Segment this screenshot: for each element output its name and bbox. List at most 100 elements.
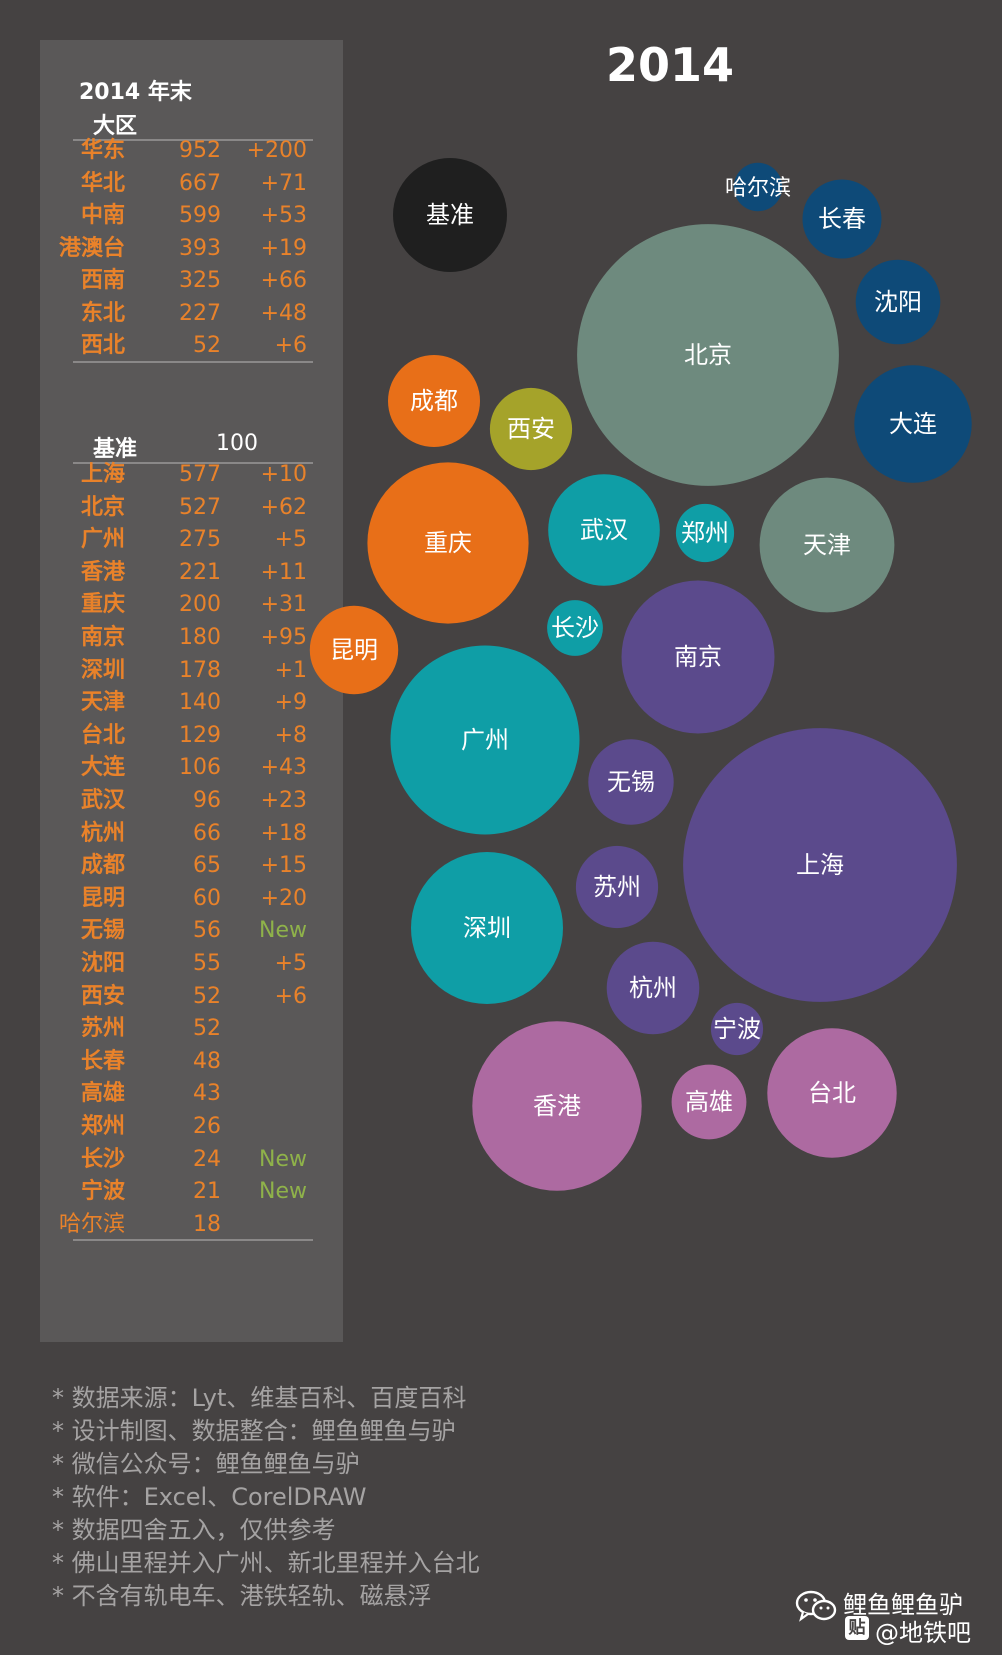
cities-change: +11 — [260, 559, 307, 585]
cities-value: 26 — [193, 1114, 221, 1139]
bubble-circle — [854, 365, 972, 483]
regions-name: 港澳台 — [58, 235, 125, 261]
cities-name: 高雄 — [80, 1081, 125, 1107]
cities-row: 天津 140 +9 — [73, 686, 313, 720]
city-table-rule — [73, 1239, 313, 1241]
cities-change: +95 — [260, 625, 307, 650]
cities-row: 北京 527 +62 — [73, 491, 313, 525]
cities-value: 200 — [179, 592, 221, 618]
bubble-circle — [671, 1064, 747, 1140]
cities-row: 南京 180 +95 — [73, 621, 313, 655]
cities-change: +15 — [260, 853, 307, 879]
cities-change: +23 — [260, 788, 307, 813]
watermark-tieba-account: @地铁吧 — [875, 1619, 971, 1647]
bubble-city: 苏州 — [575, 845, 659, 929]
bubble-city: 西安 — [489, 387, 573, 471]
cities-row: 高雄 43 — [73, 1077, 313, 1111]
bubble-circle — [393, 158, 507, 272]
bubble-label: 深圳 — [463, 914, 511, 942]
regions-row: 华北 667 +71 — [73, 167, 313, 201]
cities-name: 香港 — [80, 559, 125, 585]
bubble-circle — [489, 387, 573, 471]
bubble-city: 无锡 — [588, 739, 674, 825]
bubble-circle — [759, 477, 895, 613]
bubble-city: 广州 — [390, 645, 580, 835]
bubble-label: 沈阳 — [874, 288, 922, 316]
bubble-label: 昆明 — [330, 636, 378, 664]
bubble-city: 郑州 — [675, 503, 735, 563]
cities-value: 65 — [193, 853, 221, 879]
regions-value: 52 — [193, 333, 221, 358]
regions-name: 华北 — [80, 170, 125, 196]
regions-value: 325 — [179, 268, 221, 293]
cities-row: 成都 65 +15 — [73, 849, 313, 883]
bubble-city: 沈阳 — [855, 259, 941, 345]
cities-row: 长沙 24 New — [73, 1143, 313, 1177]
cities-value: 43 — [193, 1081, 221, 1107]
bubble-label: 上海 — [796, 851, 844, 879]
regions-change: +53 — [260, 203, 307, 228]
cities-name: 无锡 — [80, 918, 125, 944]
bubble-circle — [621, 580, 775, 734]
region-table-rule — [73, 361, 313, 363]
bubble-label: 杭州 — [629, 974, 677, 1002]
baseline-header: 基准 100 — [73, 429, 313, 464]
cities-row: 大连 106 +43 — [73, 751, 313, 785]
cities-change: +9 — [274, 690, 307, 716]
cities-row: 长春 48 — [73, 1045, 313, 1079]
note-design: * 设计制图、数据整合：鲤鱼鲤鱼与驴 — [52, 1417, 456, 1445]
cities-value: 48 — [193, 1048, 221, 1074]
cities-name: 上海 — [80, 462, 125, 487]
cities-value: 66 — [193, 820, 221, 846]
bubble-label: 重庆 — [424, 529, 472, 557]
bubble-label: 香港 — [533, 1092, 581, 1120]
cities-row: 香港 221 +11 — [73, 556, 313, 590]
cities-change: +8 — [274, 722, 307, 748]
cities-row: 哈尔滨 18 — [59, 1208, 313, 1242]
cities-value: 18 — [193, 1211, 221, 1237]
chart-title: 2014 — [605, 38, 735, 92]
notes: * 数据来源：Lyt、维基百科、百度百科 * 设计制图、数据整合：鲤鱼鲤鱼与驴 … — [52, 1382, 480, 1613]
cities-name: 大连 — [80, 755, 125, 781]
panel-title: 2014 年末 — [79, 80, 192, 105]
cities-row: 重庆 200 +31 — [73, 588, 313, 622]
note-rounding: * 数据四舍五入，仅供参考 — [52, 1516, 336, 1544]
cities-value: 55 — [193, 951, 221, 976]
tieba-icon: 贴 — [845, 1616, 869, 1640]
cities-new-badge: New — [259, 1179, 307, 1205]
bubble-label: 基准 — [426, 201, 474, 229]
regions-change: +48 — [260, 300, 307, 326]
bubble-city: 台北 — [767, 1028, 897, 1158]
cities-row: 广州 275 +5 — [73, 523, 313, 557]
watermark-wechat-account: 鲤鱼鲤鱼驴 — [843, 1591, 963, 1619]
cities-name: 长沙 — [80, 1146, 125, 1172]
regions-name: 华东 — [80, 138, 125, 163]
cities-row: 沈阳 55 +5 — [73, 947, 313, 981]
bubble-label: 长春 — [818, 205, 866, 233]
cities-row: 苏州 52 — [73, 1012, 313, 1046]
note-merge: * 佛山里程并入广州、新北里程并入台北 — [52, 1549, 480, 1577]
bubble-city: 南京 — [621, 580, 775, 734]
bubble-circle — [472, 1021, 642, 1191]
cities-row: 宁波 21 New — [73, 1175, 313, 1209]
cities-value: 577 — [179, 462, 221, 487]
note-wechat: * 微信公众号：鲤鱼鲤鱼与驴 — [52, 1450, 360, 1478]
cities-value: 52 — [193, 1016, 221, 1042]
bubble-circle — [675, 503, 735, 563]
cities-value: 52 — [193, 983, 221, 1009]
cities-name: 郑州 — [80, 1114, 125, 1139]
cities-name: 深圳 — [80, 657, 125, 683]
bubble-circle — [411, 852, 563, 1004]
bubble-label: 无锡 — [607, 768, 655, 796]
bubble-circle — [588, 739, 674, 825]
bubble-circle — [733, 162, 783, 212]
bubble-label: 高雄 — [685, 1088, 733, 1116]
bubble-circle — [855, 259, 941, 345]
bubble-label: 大连 — [889, 410, 937, 438]
regions-row: 东北 227 +48 — [73, 297, 313, 331]
bubble-label: 郑州 — [681, 519, 729, 547]
bubble-label: 广州 — [461, 726, 509, 754]
cities-value: 60 — [193, 885, 221, 911]
cities-name: 苏州 — [80, 1016, 125, 1042]
